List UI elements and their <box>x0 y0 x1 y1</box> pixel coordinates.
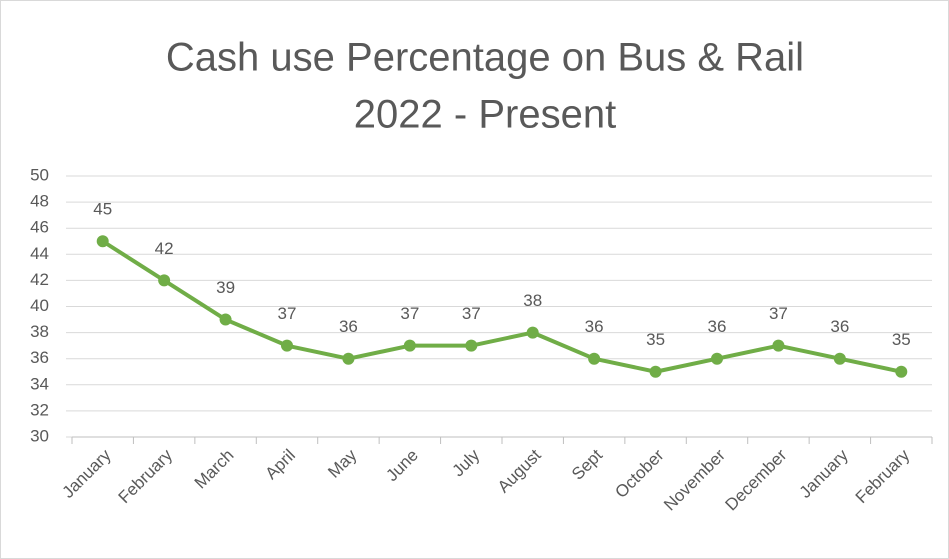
data-label: 37 <box>769 304 788 323</box>
marker <box>711 352 723 365</box>
marker <box>833 352 846 365</box>
marker <box>219 313 232 326</box>
y-tick-label: 36 <box>30 348 49 367</box>
y-tick-label: 44 <box>30 244 49 263</box>
marker <box>403 339 416 352</box>
data-label: 39 <box>216 278 235 297</box>
data-label: 36 <box>339 317 358 336</box>
chart-subtitle: 2022 - Present <box>354 93 616 137</box>
marker <box>895 365 908 378</box>
y-tick-label: 40 <box>30 296 49 315</box>
data-label: 42 <box>155 239 174 258</box>
marker <box>96 235 109 248</box>
marker <box>281 339 293 352</box>
y-tick-label: 38 <box>30 322 49 341</box>
marker <box>526 326 539 339</box>
y-tick-label: 46 <box>30 218 49 237</box>
marker <box>588 352 601 365</box>
marker <box>342 352 355 365</box>
y-tick-label: 34 <box>30 374 49 393</box>
marker <box>649 365 662 378</box>
data-label: 37 <box>462 304 481 323</box>
y-tick-label: 48 <box>30 192 49 211</box>
data-label: 36 <box>830 317 849 336</box>
marker <box>772 339 785 352</box>
chart-title: Cash use Percentage on Bus & Rail <box>166 36 804 80</box>
marker <box>465 339 478 352</box>
line <box>100 239 904 374</box>
data-label: 35 <box>646 330 665 349</box>
data-label: 37 <box>400 304 419 323</box>
data-label: 38 <box>523 291 542 310</box>
y-tick-label: 42 <box>30 270 49 289</box>
data-label: 36 <box>585 317 604 336</box>
marker <box>158 274 171 287</box>
y-tick-label: 50 <box>30 165 49 184</box>
data-label: 37 <box>278 304 297 323</box>
data-label: 36 <box>708 317 727 336</box>
data-label: 45 <box>93 200 112 219</box>
y-tick-label: 32 <box>30 400 49 419</box>
data-label: 35 <box>892 330 911 349</box>
y-tick-label: 30 <box>30 426 49 445</box>
